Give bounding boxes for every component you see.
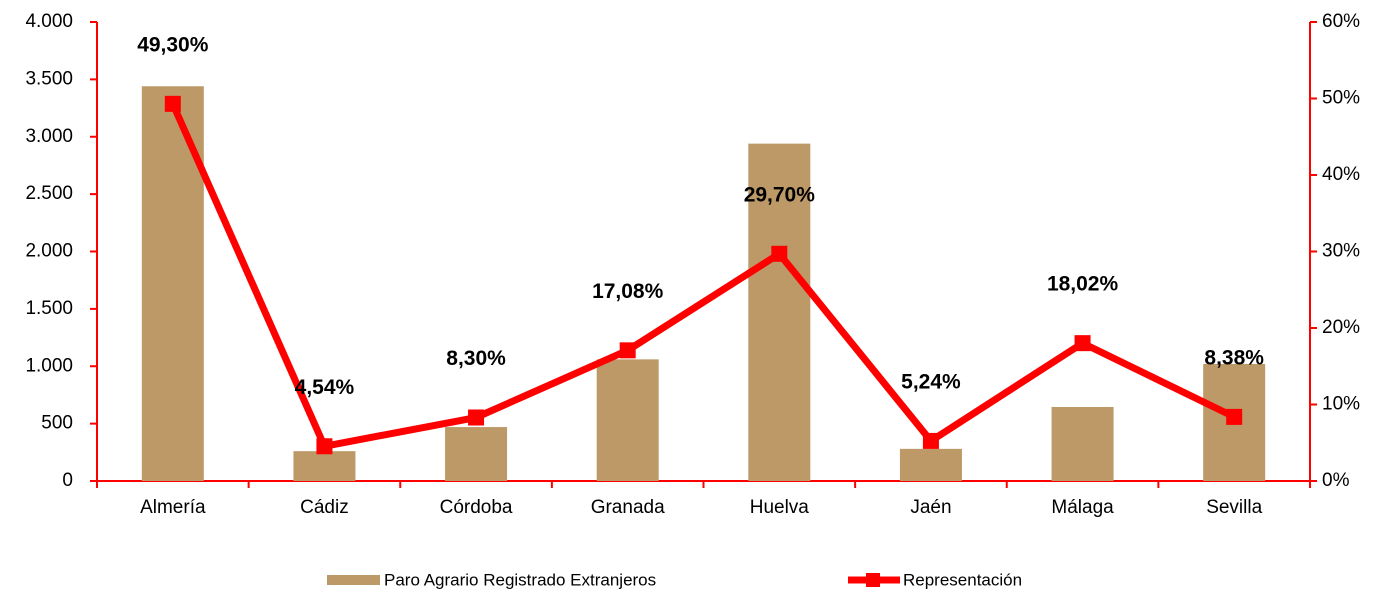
y2-tick-label: 0% [1322,470,1350,491]
x-tick-label: Huelva [750,497,810,518]
line-marker [1226,408,1243,425]
y-tick-label: 500 [41,413,73,434]
data-label: 17,08% [592,280,664,303]
legend-label: Paro Agrario Registrado Extranjeros [384,570,656,589]
line-marker [771,245,788,262]
y2-tick-label: 10% [1322,394,1360,415]
line-marker [164,95,181,112]
y2-tick-label: 20% [1322,317,1360,338]
x-tick-label: Sevilla [1206,497,1262,518]
bar [1051,406,1114,481]
y-tick-label: 2.500 [25,183,73,204]
x-tick-label: Málaga [1051,497,1114,518]
y2-tick-label: 30% [1322,241,1360,262]
y-tick-label: 0 [62,470,73,491]
y-tick-label: 4.000 [25,11,73,32]
y-tick-label: 3.500 [25,68,73,89]
y-tick-label: 1.500 [25,298,73,319]
bar [596,359,659,481]
x-tick-label: Cádiz [300,497,349,518]
data-label: 49,30% [137,33,209,56]
data-label: 8,38% [1204,346,1264,369]
data-label: 8,30% [446,347,506,370]
x-tick-label: Granada [591,497,665,518]
y-tick-label: 1.000 [25,355,73,376]
x-tick-label: Jaén [910,497,951,518]
line [169,102,1236,450]
y2-tick-label: 60% [1322,11,1360,32]
bar [445,427,508,481]
y-tick-label: 3.000 [25,126,73,147]
line-marker [468,409,485,426]
y2-tick-label: 50% [1322,88,1360,109]
line-marker [316,438,333,455]
data-label: 29,70% [744,183,816,206]
bar [748,143,811,481]
line-marker [1074,335,1091,352]
line-marker [922,432,939,449]
line-marker [619,342,636,359]
data-label: 4,54% [295,376,355,399]
bar [293,451,356,481]
y-tick-label: 2.000 [25,241,73,262]
y2-tick-label: 40% [1322,164,1360,185]
legend-marker [866,573,880,587]
legend-label: Representación [903,570,1022,589]
data-label: 18,02% [1047,273,1119,296]
bar [899,448,962,481]
x-tick-label: Córdoba [440,497,513,518]
x-tick-label: Almería [140,497,206,518]
legend-swatch [327,575,380,585]
data-label: 5,24% [901,370,961,393]
